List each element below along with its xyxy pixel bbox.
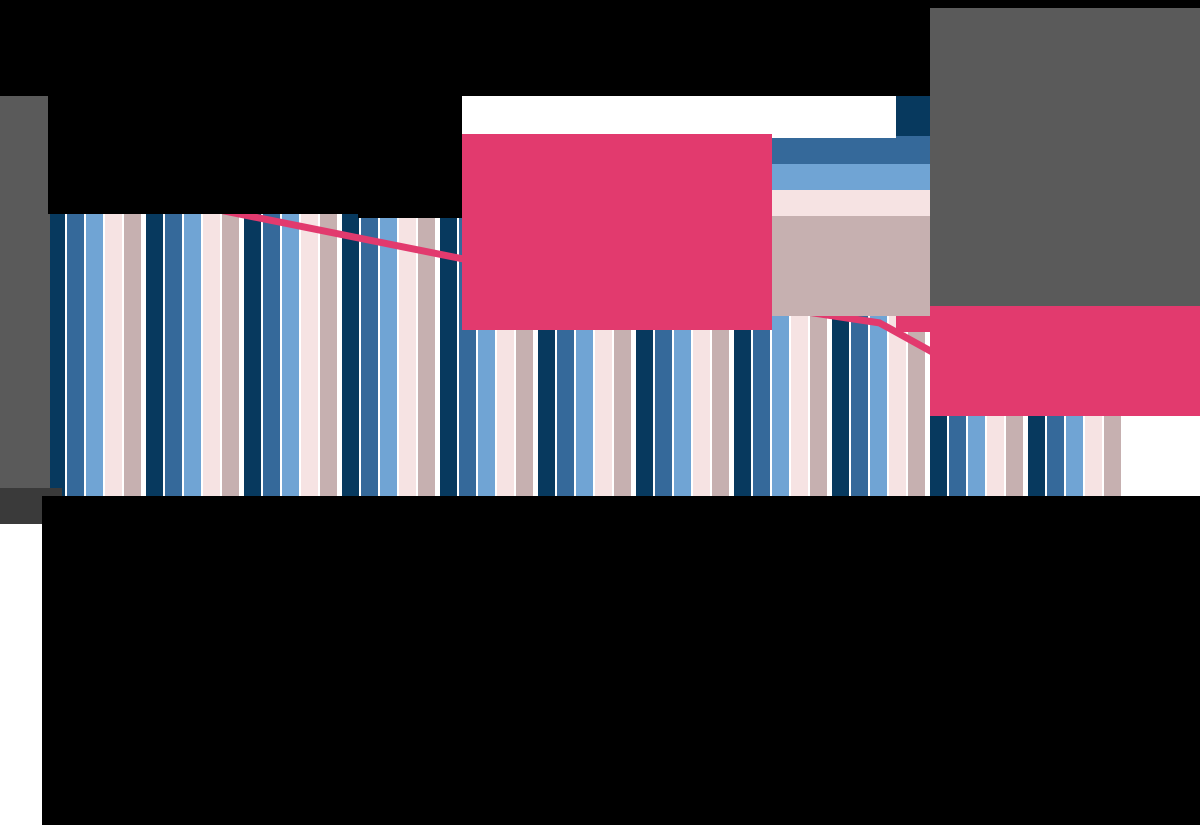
bar-series-4[interactable]	[301, 170, 318, 500]
redacted-y-axis-labels	[0, 96, 50, 500]
redacted-legend-text	[930, 8, 1200, 306]
redacted-legend-footer	[930, 306, 1200, 416]
bar-series-5[interactable]	[418, 194, 435, 500]
redacted-legend-bar-3	[772, 164, 932, 190]
redacted-legend-bar-2	[772, 138, 932, 164]
redacted-plot-band-b	[358, 96, 462, 218]
redacted-legend-bar-4	[772, 190, 932, 216]
redacted-plot-band-a	[48, 96, 358, 214]
bar-series-4[interactable]	[399, 185, 416, 500]
redacted-plot-band-c	[462, 134, 772, 330]
bar-series-4[interactable]	[1085, 401, 1102, 500]
bar-series-3[interactable]	[1066, 391, 1083, 500]
bar-series-5[interactable]	[320, 180, 337, 500]
bar-series-5[interactable]	[222, 165, 239, 500]
redacted-legend-bar-5	[772, 216, 932, 316]
bar-series-3[interactable]	[380, 175, 397, 500]
redacted-x-axis-labels	[42, 496, 1200, 825]
bar-series-5[interactable]	[1104, 411, 1121, 500]
